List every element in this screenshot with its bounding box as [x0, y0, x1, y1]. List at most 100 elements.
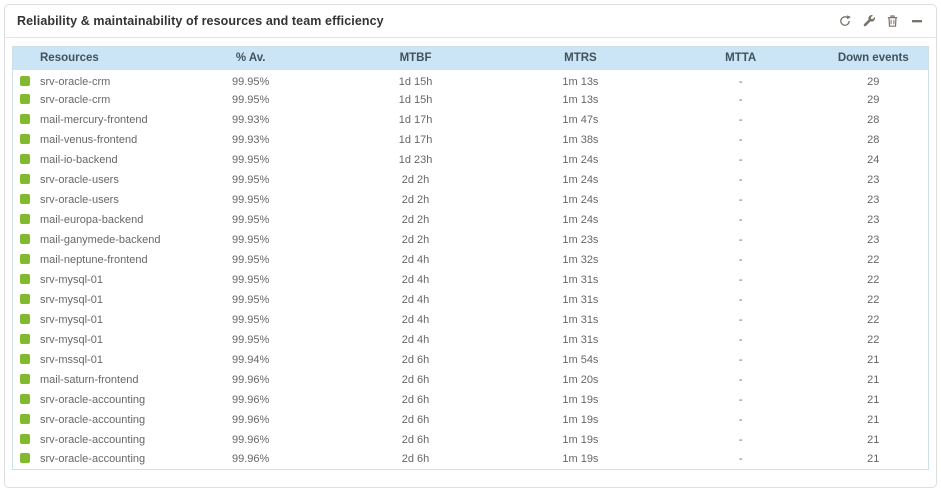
cell-mtta: - [662, 429, 819, 450]
table-row: srv-oracle-accounting 99.96% 2d 6h 1m 19s -2… [12, 429, 929, 450]
table-row: srv-oracle-accounting 99.96% 2d 6h 1m 19s -2… [12, 389, 929, 410]
table-row: srv-mssql-01 99.94% 2d 6h 1m 54s -21 [12, 349, 929, 370]
column-header-mtbf: MTBF [333, 46, 498, 70]
cell-mtta: - [662, 369, 819, 390]
cell-availability: 99.95% [168, 269, 334, 290]
cell-mtta: - [662, 289, 819, 310]
cell-resource: srv-oracle-accounting [12, 389, 169, 410]
cell-availability: 99.95% [168, 249, 334, 270]
column-header-resources: Resources [12, 46, 169, 70]
cell-down-events: 21 [818, 389, 929, 410]
cell-mtta: - [662, 329, 819, 350]
cell-availability: 99.95% [168, 309, 334, 330]
resource-name: srv-oracle-users [40, 173, 119, 186]
status-up-icon [20, 453, 30, 464]
status-up-icon [20, 173, 30, 184]
column-header-mtrs: MTRS [497, 46, 663, 70]
cell-mtrs: 1m 38s [497, 129, 663, 150]
cell-mtbf: 2d 4h [333, 309, 498, 330]
cell-availability: 99.95% [168, 229, 334, 250]
cell-availability: 99.95% [168, 329, 334, 350]
column-header-availability: % Av. [168, 46, 334, 70]
cell-availability: 99.96% [168, 449, 334, 470]
resource-name: srv-oracle-users [40, 193, 119, 206]
status-up-icon [20, 113, 30, 124]
cell-resource: srv-mysql-01 [12, 269, 169, 290]
cell-mtta: - [662, 269, 819, 290]
table-row: mail-io-backend 99.95% 1d 23h 1m 24s -24 [12, 149, 929, 170]
status-up-icon [20, 253, 30, 264]
resource-name: srv-mysql-01 [40, 313, 103, 326]
table-row: srv-oracle-accounting 99.96% 2d 6h 1m 19s -2… [12, 449, 929, 470]
cell-mtbf: 2d 2h [333, 169, 498, 190]
status-up-icon [20, 75, 30, 86]
minimize-icon[interactable] [909, 14, 924, 29]
cell-availability: 99.93% [168, 129, 334, 150]
cell-down-events: 21 [818, 349, 929, 370]
status-up-icon [20, 213, 30, 224]
table-row: srv-mysql-01 99.95% 2d 4h 1m 31s -22 [12, 309, 929, 330]
cell-mtbf: 2d 6h [333, 409, 498, 430]
cell-resource: mail-venus-frontend [12, 129, 169, 150]
table-row: mail-europa-backend 99.95% 2d 2h 1m 24s -23 [12, 209, 929, 230]
status-up-icon [20, 193, 30, 204]
cell-mtrs: 1m 19s [497, 429, 663, 450]
cell-mtta: - [662, 189, 819, 210]
cell-availability: 99.96% [168, 369, 334, 390]
cell-mtta: - [662, 69, 819, 90]
cell-resource: mail-io-backend [12, 149, 169, 170]
widget-title: Reliability & maintainability of resourc… [17, 14, 384, 28]
resource-name: srv-mysql-01 [40, 293, 103, 306]
status-up-icon [20, 373, 30, 384]
cell-availability: 99.95% [168, 69, 334, 90]
status-up-icon [20, 273, 30, 284]
table-row: srv-mysql-01 99.95% 2d 4h 1m 31s -22 [12, 269, 929, 290]
cell-resource: srv-oracle-accounting [12, 429, 169, 450]
cell-down-events: 22 [818, 269, 929, 290]
resource-name: mail-mercury-frontend [40, 113, 148, 126]
status-up-icon [20, 313, 30, 324]
cell-mtrs: 1m 31s [497, 289, 663, 310]
status-up-icon [20, 333, 30, 344]
cell-down-events: 21 [818, 429, 929, 450]
cell-mtrs: 1m 24s [497, 149, 663, 170]
cell-mtrs: 1m 54s [497, 349, 663, 370]
wrench-icon[interactable] [861, 14, 876, 29]
status-up-icon [20, 393, 30, 404]
cell-down-events: 21 [818, 449, 929, 470]
cell-resource: srv-oracle-crm [12, 89, 169, 110]
cell-down-events: 29 [818, 69, 929, 90]
status-up-icon [20, 293, 30, 304]
widget-header: Reliability & maintainability of resourc… [5, 5, 936, 38]
table-row: srv-mysql-01 99.95% 2d 4h 1m 31s -22 [12, 329, 929, 350]
cell-resource: srv-oracle-crm [12, 69, 169, 90]
status-up-icon [20, 153, 30, 164]
cell-availability: 99.96% [168, 409, 334, 430]
cell-mtrs: 1m 13s [497, 89, 663, 110]
trash-icon[interactable] [885, 14, 900, 29]
cell-down-events: 23 [818, 189, 929, 210]
cell-mtta: - [662, 129, 819, 150]
table-body: srv-oracle-crm 99.95% 1d 15h 1m 13s -29 srv-o… [12, 69, 929, 470]
cell-down-events: 28 [818, 129, 929, 150]
cell-mtbf: 1d 17h [333, 129, 498, 150]
cell-mtta: - [662, 349, 819, 370]
resource-name: srv-oracle-crm [40, 93, 111, 106]
widget-toolbar [837, 14, 924, 29]
cell-mtta: - [662, 389, 819, 410]
cell-resource: mail-neptune-frontend [12, 249, 169, 270]
widget-card: Reliability & maintainability of resourc… [4, 4, 937, 488]
resource-name: srv-mssql-01 [40, 353, 103, 366]
column-header-mtta: MTTA [662, 46, 819, 70]
resource-name: mail-io-backend [40, 153, 118, 166]
cell-mtbf: 2d 4h [333, 289, 498, 310]
table-row: srv-mysql-01 99.95% 2d 4h 1m 31s -22 [12, 289, 929, 310]
cell-mtbf: 1d 23h [333, 149, 498, 170]
widget-body: Resources % Av. MTBF MTRS MTTA Down even… [5, 38, 936, 490]
cell-mtrs: 1m 19s [497, 449, 663, 470]
cell-down-events: 22 [818, 329, 929, 350]
refresh-icon[interactable] [837, 14, 852, 29]
table-row: mail-neptune-frontend 99.95% 2d 4h 1m 32s -2… [12, 249, 929, 270]
status-up-icon [20, 233, 30, 244]
cell-mtbf: 1d 15h [333, 89, 498, 110]
